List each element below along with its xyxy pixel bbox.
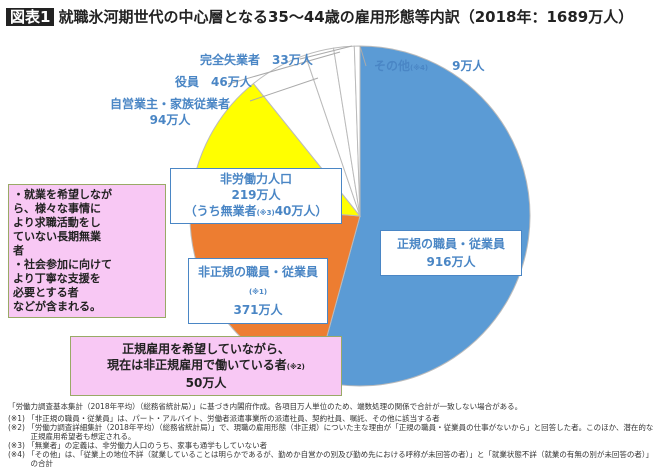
callout-nonlabor-detail: ・就業を希望しなが ら、様々な事情に より求職活動をし ていない長期無業者・社会参加に…	[8, 184, 166, 318]
callout-line: ていない長期無業	[13, 230, 101, 243]
label-regular: 正規の職員・従業員 916万人	[380, 230, 522, 276]
callout-line: ら、様々な事情に	[13, 202, 101, 215]
leader-line-3	[359, 45, 367, 67]
callout-line: などが含まれる。	[13, 300, 101, 313]
callout-line: 者	[13, 244, 24, 257]
label-other: その他(※4) 9万人	[374, 59, 485, 73]
footnote: の合計	[8, 459, 53, 468]
leader-line-2	[299, 45, 353, 60]
callout-line: ・社会参加に向けて	[13, 258, 112, 271]
footnote: 正規雇用希望者も想定される。	[8, 432, 136, 441]
label-officer: 役員 46万人	[175, 75, 252, 89]
footnote: (※2) 「労働力調査詳細集計（2018年平均）（総務省統計局）」で、現職の雇用…	[8, 423, 654, 432]
label-unemployed: 完全失業者 33万人	[200, 53, 313, 67]
callout-line: 必要とする者	[13, 286, 79, 299]
pie-slice-6	[353, 45, 361, 217]
label-nonlabor: 非労働力人口 219万人 （うち無業者(※3)40万人）	[170, 168, 342, 224]
footnote: (※3) 「無業者」の定義は、非労働力人口のうち、家事も通学もしていない者	[8, 441, 268, 450]
label-irregular: 非正規の職員・従業員 (※1) 371万人	[188, 258, 328, 324]
callout-line: ・就業を希望しなが	[13, 188, 112, 201]
chart-title: 図表1 就職氷河期世代の中心層となる35〜44歳の雇用形態等内訳（2018年：16…	[6, 6, 633, 27]
callout-irregular-detail: 正規雇用を希望していながら、 現在は非正規雇用で働いている者(※2) 50万人	[70, 336, 342, 396]
callout-line: より求職活動をし	[13, 216, 101, 229]
leader-line-0	[249, 77, 319, 102]
footnote: 「労働力調査基本集計（2018年平均）（総務省統計局）」に基づき内閣府作成。各項…	[8, 402, 523, 411]
footnote: (※4) 「その他」は、「従業上の地位不詳（就業していることは明らかであるが、勤…	[8, 450, 654, 459]
figure-badge: 図表1	[6, 8, 55, 26]
pie-slice-0	[314, 45, 531, 387]
footnote: (※1) 「非正規の職員・従業員」は、パート・アルバイト、労働者派遣事業所の派遣…	[8, 414, 440, 423]
label-selfemployed: 自営業主・家族従業者 94万人	[110, 97, 231, 127]
title-text: 就職氷河期世代の中心層となる35〜44歳の雇用形態等内訳（2018年：1689万…	[58, 8, 634, 26]
callout-line: より丁寧な支援を	[13, 272, 101, 285]
leader-line-1	[227, 51, 341, 85]
